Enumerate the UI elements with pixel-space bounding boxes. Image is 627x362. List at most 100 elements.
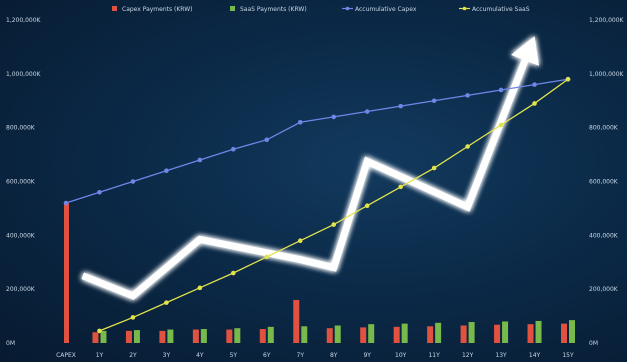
legend-label: Accumulative SaaS: [472, 6, 530, 13]
bar-capex: [293, 299, 300, 343]
bar-capex: [561, 323, 567, 343]
bar-saas: [401, 323, 408, 343]
x-axis: CAPEX 1Y 2Y 3Y 4Y 5Y 6Y 7Y 8Y 9Y 10Y 11Y 12Y 13Y 14Y 15…: [56, 352, 574, 359]
series-point: [331, 114, 337, 120]
series-point: [565, 76, 571, 82]
bar-capex: [527, 324, 534, 343]
y-tick-label: 200,000K: [6, 286, 36, 293]
legend: Capex Payments (KRW) SaaS Payments (KRW) A…: [112, 6, 530, 13]
y-axis-right: 0M 200,000K 400,000K 600,000K 800,000K 1,000,…: [589, 17, 625, 347]
bar-saas: [133, 330, 140, 343]
y-tick-label: 800,000K: [6, 125, 36, 132]
series-line: [65, 78, 569, 204]
y-tick-label: 0M: [589, 340, 598, 347]
y-tick-label: 0M: [6, 340, 15, 347]
series-point: [498, 122, 504, 128]
series-point: [431, 165, 437, 171]
bar-capex: [326, 328, 333, 343]
bar-capex: [92, 332, 99, 343]
legend-label: Accumulative Capex: [355, 6, 417, 13]
series-point: [130, 315, 136, 320]
series-point: [398, 103, 403, 109]
bar-saas: [502, 321, 509, 343]
bar-saas: [301, 326, 308, 343]
series-point: [297, 238, 303, 244]
bar-capex: [393, 326, 400, 343]
series-point: [297, 119, 303, 125]
bar-capex: [427, 326, 434, 343]
x-tick-label: 7Y: [297, 352, 305, 359]
x-tick-label: 9Y: [363, 352, 371, 359]
x-tick-label: 11Y: [428, 352, 440, 359]
arrow-shaft: [81, 59, 529, 300]
bar-saas: [569, 320, 575, 343]
legend-label: SaaS Payments (KRW): [240, 6, 307, 13]
bar-capex: [192, 329, 199, 343]
bar-saas: [234, 328, 241, 343]
series-point: [197, 157, 203, 163]
legend-swatch: [112, 6, 117, 11]
bar-capex: [64, 203, 69, 343]
bar-saas: [200, 329, 207, 343]
bar-saas: [167, 329, 174, 343]
series-point: [97, 189, 102, 195]
x-tick-label: CAPEX: [56, 352, 76, 359]
bar-saas: [334, 325, 341, 343]
x-tick-label: 2Y: [129, 352, 137, 359]
trend-arrow: [81, 36, 540, 300]
y-tick-label: 600,000K: [589, 179, 619, 186]
series-point: [532, 82, 537, 87]
arrow-head: [511, 36, 540, 66]
series-point: [364, 109, 370, 114]
legend-swatch: [230, 6, 235, 11]
y-tick-label: 800,000K: [589, 125, 619, 132]
bar-saas: [267, 326, 274, 343]
series-point: [264, 254, 270, 260]
y-tick-label: 400,000K: [6, 232, 36, 239]
series-point: [231, 270, 236, 276]
series-point: [231, 146, 236, 152]
bar-capex: [259, 329, 266, 343]
y-tick-label: 1,200,000K: [6, 17, 42, 24]
bar-capex: [226, 329, 233, 343]
y-tick-label: 1,200,000K: [589, 17, 625, 24]
legend-label: Capex Payments (KRW): [122, 6, 193, 13]
bar-capex: [494, 324, 501, 343]
bar-capex: [360, 327, 367, 343]
series-point: [532, 101, 537, 106]
series-point: [431, 98, 437, 104]
y-tick-label: 1,000,000K: [589, 71, 625, 78]
series-point: [264, 137, 270, 143]
bar-capex: [125, 330, 132, 343]
series-point: [465, 144, 470, 149]
y-tick-label: 200,000K: [589, 286, 619, 293]
bar-saas: [468, 322, 475, 343]
series-point: [197, 285, 203, 291]
legend-marker: [462, 6, 467, 11]
y-tick-label: 1,000,000K: [6, 71, 42, 78]
series-point: [498, 87, 504, 93]
x-tick-label: 14Y: [529, 352, 541, 359]
series-point: [398, 184, 403, 190]
y-tick-label: 400,000K: [589, 232, 619, 239]
series-point: [97, 328, 102, 334]
line-series: [63, 76, 571, 334]
series-point: [164, 168, 169, 174]
x-tick-label: 1Y: [96, 352, 104, 359]
bar-saas: [435, 322, 442, 343]
x-tick-label: 13Y: [495, 352, 507, 359]
legend-marker: [345, 6, 350, 11]
x-tick-label: 10Y: [395, 352, 407, 359]
bar-series: [64, 203, 575, 343]
series-point: [331, 222, 337, 227]
x-tick-label: 12Y: [462, 352, 474, 359]
bar-saas: [368, 324, 375, 343]
x-tick-label: 4Y: [196, 352, 204, 359]
bar-capex: [460, 325, 467, 343]
series-point: [364, 203, 370, 209]
x-tick-label: 15Y: [562, 352, 574, 359]
series-point: [164, 300, 169, 305]
x-tick-label: 3Y: [163, 352, 171, 359]
bar-capex: [159, 330, 166, 343]
